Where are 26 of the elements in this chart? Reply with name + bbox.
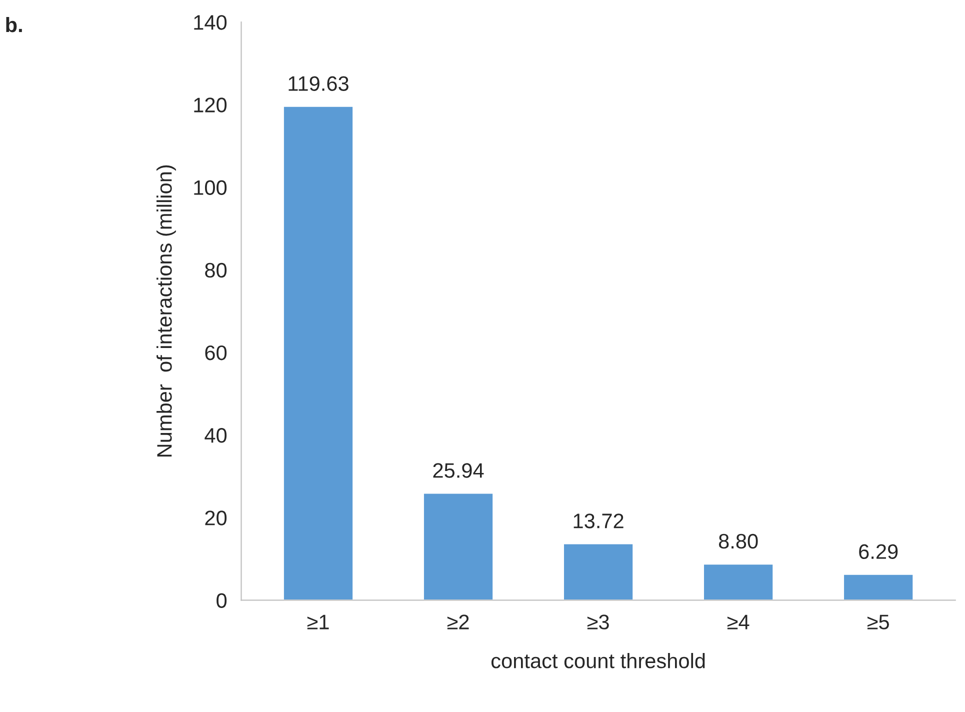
y-tick-label: 20 xyxy=(205,510,227,526)
y-axis-title: Number of interactions (million) xyxy=(156,165,176,456)
y-tick-label: 120 xyxy=(194,98,227,112)
bar xyxy=(702,563,774,600)
bar xyxy=(562,542,634,600)
bar xyxy=(282,105,354,600)
x-tick-label: ≥3 xyxy=(587,614,609,630)
x-tick-label: ≥4 xyxy=(727,614,750,630)
y-tick-label: 140 xyxy=(194,15,227,30)
data-label: 13.72 xyxy=(574,514,624,528)
data-label: 25.94 xyxy=(433,463,484,478)
y-tick-label: 60 xyxy=(205,345,227,360)
x-tick-label: ≥1 xyxy=(307,614,329,630)
bar xyxy=(842,574,914,600)
y-tick-label: 0 xyxy=(216,593,227,608)
x-tick-label: ≥5 xyxy=(867,614,889,630)
data-label: 119.63 xyxy=(288,76,348,91)
y-tick-label: 80 xyxy=(205,262,227,278)
data-label: 8.80 xyxy=(718,534,758,549)
text: b. xyxy=(6,16,22,32)
y-tick-label: 100 xyxy=(194,180,227,196)
data-label: 6.29 xyxy=(859,544,898,560)
y-tick-label: 40 xyxy=(204,428,227,443)
x-tick-label: ≥2 xyxy=(447,614,469,630)
bar xyxy=(422,492,494,600)
x-axis-title: contact count threshold xyxy=(491,652,705,668)
